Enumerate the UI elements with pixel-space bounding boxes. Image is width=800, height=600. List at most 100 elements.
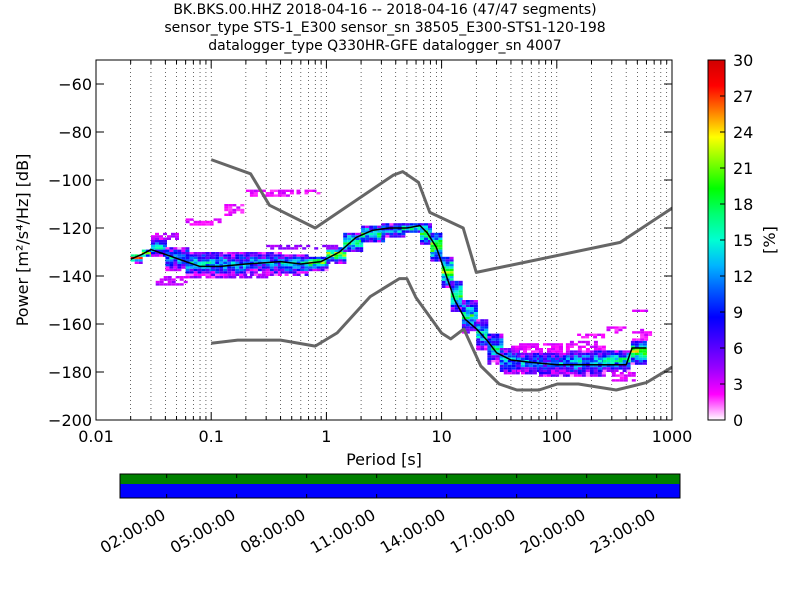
density-cell xyxy=(430,256,435,260)
density-cell xyxy=(634,352,639,356)
density-cell xyxy=(543,372,547,375)
density-cell xyxy=(223,268,228,272)
density-cell xyxy=(373,240,378,243)
density-cell xyxy=(610,357,615,360)
density-cell xyxy=(569,350,574,353)
density-cell xyxy=(585,357,590,360)
density-cell xyxy=(138,261,143,264)
outlier-cell xyxy=(601,348,606,351)
density-cell xyxy=(169,249,174,252)
outlier-cell xyxy=(597,333,602,336)
density-cell xyxy=(284,256,289,260)
density-cell xyxy=(409,228,414,231)
density-cell xyxy=(165,259,170,262)
density-cell xyxy=(589,367,594,370)
density-cell xyxy=(219,252,224,255)
density-cell xyxy=(551,367,555,370)
density-cell xyxy=(420,237,424,240)
density-cell xyxy=(292,254,297,257)
density-cell xyxy=(239,266,244,269)
density-cell xyxy=(261,273,266,276)
density-cell xyxy=(428,242,432,245)
density-cell xyxy=(269,268,274,272)
density-cell xyxy=(503,367,508,370)
density-cell xyxy=(499,369,504,372)
density-cell xyxy=(215,256,220,260)
density-cell xyxy=(499,348,504,351)
density-cell xyxy=(215,266,220,269)
outlier-cell xyxy=(277,189,282,192)
density-cell xyxy=(284,266,289,269)
colorbar-ticks: 0 3 6 9 12 15 18 21 24 27 30 xyxy=(720,51,753,430)
density-cell xyxy=(597,350,602,353)
density-cell xyxy=(245,264,250,267)
density-cell xyxy=(189,271,194,274)
density-cell xyxy=(503,357,508,360)
density-cell xyxy=(193,268,198,272)
density-cell xyxy=(430,237,435,240)
density-cell xyxy=(155,244,159,248)
density-cell xyxy=(169,252,174,255)
density-cell xyxy=(469,319,474,322)
density-cell xyxy=(269,271,274,274)
density-cell xyxy=(626,352,631,356)
density-cell xyxy=(201,264,206,267)
outlier-cell xyxy=(559,348,563,351)
outlier-cell xyxy=(543,343,547,346)
density-cell xyxy=(491,357,496,360)
new-low-noise-model xyxy=(211,277,672,392)
density-cell xyxy=(469,304,474,308)
density-cell xyxy=(473,319,478,322)
density-cell xyxy=(239,254,244,257)
outlier-cell xyxy=(205,223,210,226)
density-cell xyxy=(273,266,278,269)
density-cell xyxy=(223,266,228,269)
density-cell xyxy=(185,252,190,255)
density-cell xyxy=(381,232,386,236)
density-cell xyxy=(351,244,356,248)
density-cell xyxy=(205,264,210,267)
outlier-cell xyxy=(273,189,278,192)
density-cell xyxy=(269,266,274,269)
density-cell xyxy=(520,372,525,375)
density-cell xyxy=(253,252,258,255)
density-cell xyxy=(277,252,282,255)
density-cell xyxy=(622,357,627,360)
outlier-cell xyxy=(569,345,574,348)
density-cell xyxy=(205,256,210,260)
density-cell xyxy=(280,261,285,264)
density-cell xyxy=(449,276,454,279)
density-cell xyxy=(189,268,194,272)
density-cell xyxy=(284,254,289,257)
density-cell xyxy=(614,364,619,368)
density-cell xyxy=(231,259,236,262)
density-cell xyxy=(253,266,258,269)
density-cell xyxy=(585,350,590,353)
density-cell xyxy=(547,352,551,356)
density-cell xyxy=(495,350,500,353)
density-cell xyxy=(449,259,454,262)
density-cell xyxy=(543,364,547,368)
density-cell xyxy=(499,352,504,356)
density-cell xyxy=(606,360,611,363)
density-cell xyxy=(193,259,198,262)
outlier-cell xyxy=(614,331,619,334)
density-cell xyxy=(638,350,643,353)
density-cell xyxy=(606,352,611,356)
density-cell xyxy=(308,266,313,269)
density-cell xyxy=(573,372,578,375)
density-cell xyxy=(524,367,529,370)
density-cell xyxy=(441,261,446,264)
density-cell xyxy=(177,268,182,272)
outlier-cell xyxy=(159,283,164,286)
density-cell xyxy=(573,364,578,368)
density-cell xyxy=(284,259,289,262)
density-cell xyxy=(507,364,512,368)
density-cell xyxy=(602,364,607,368)
outlier-cell xyxy=(631,374,636,377)
outlier-cell xyxy=(163,237,167,240)
density-cell xyxy=(239,268,244,272)
outlier-cell xyxy=(515,348,519,351)
density-cell xyxy=(239,252,244,255)
density-cell xyxy=(585,369,590,372)
